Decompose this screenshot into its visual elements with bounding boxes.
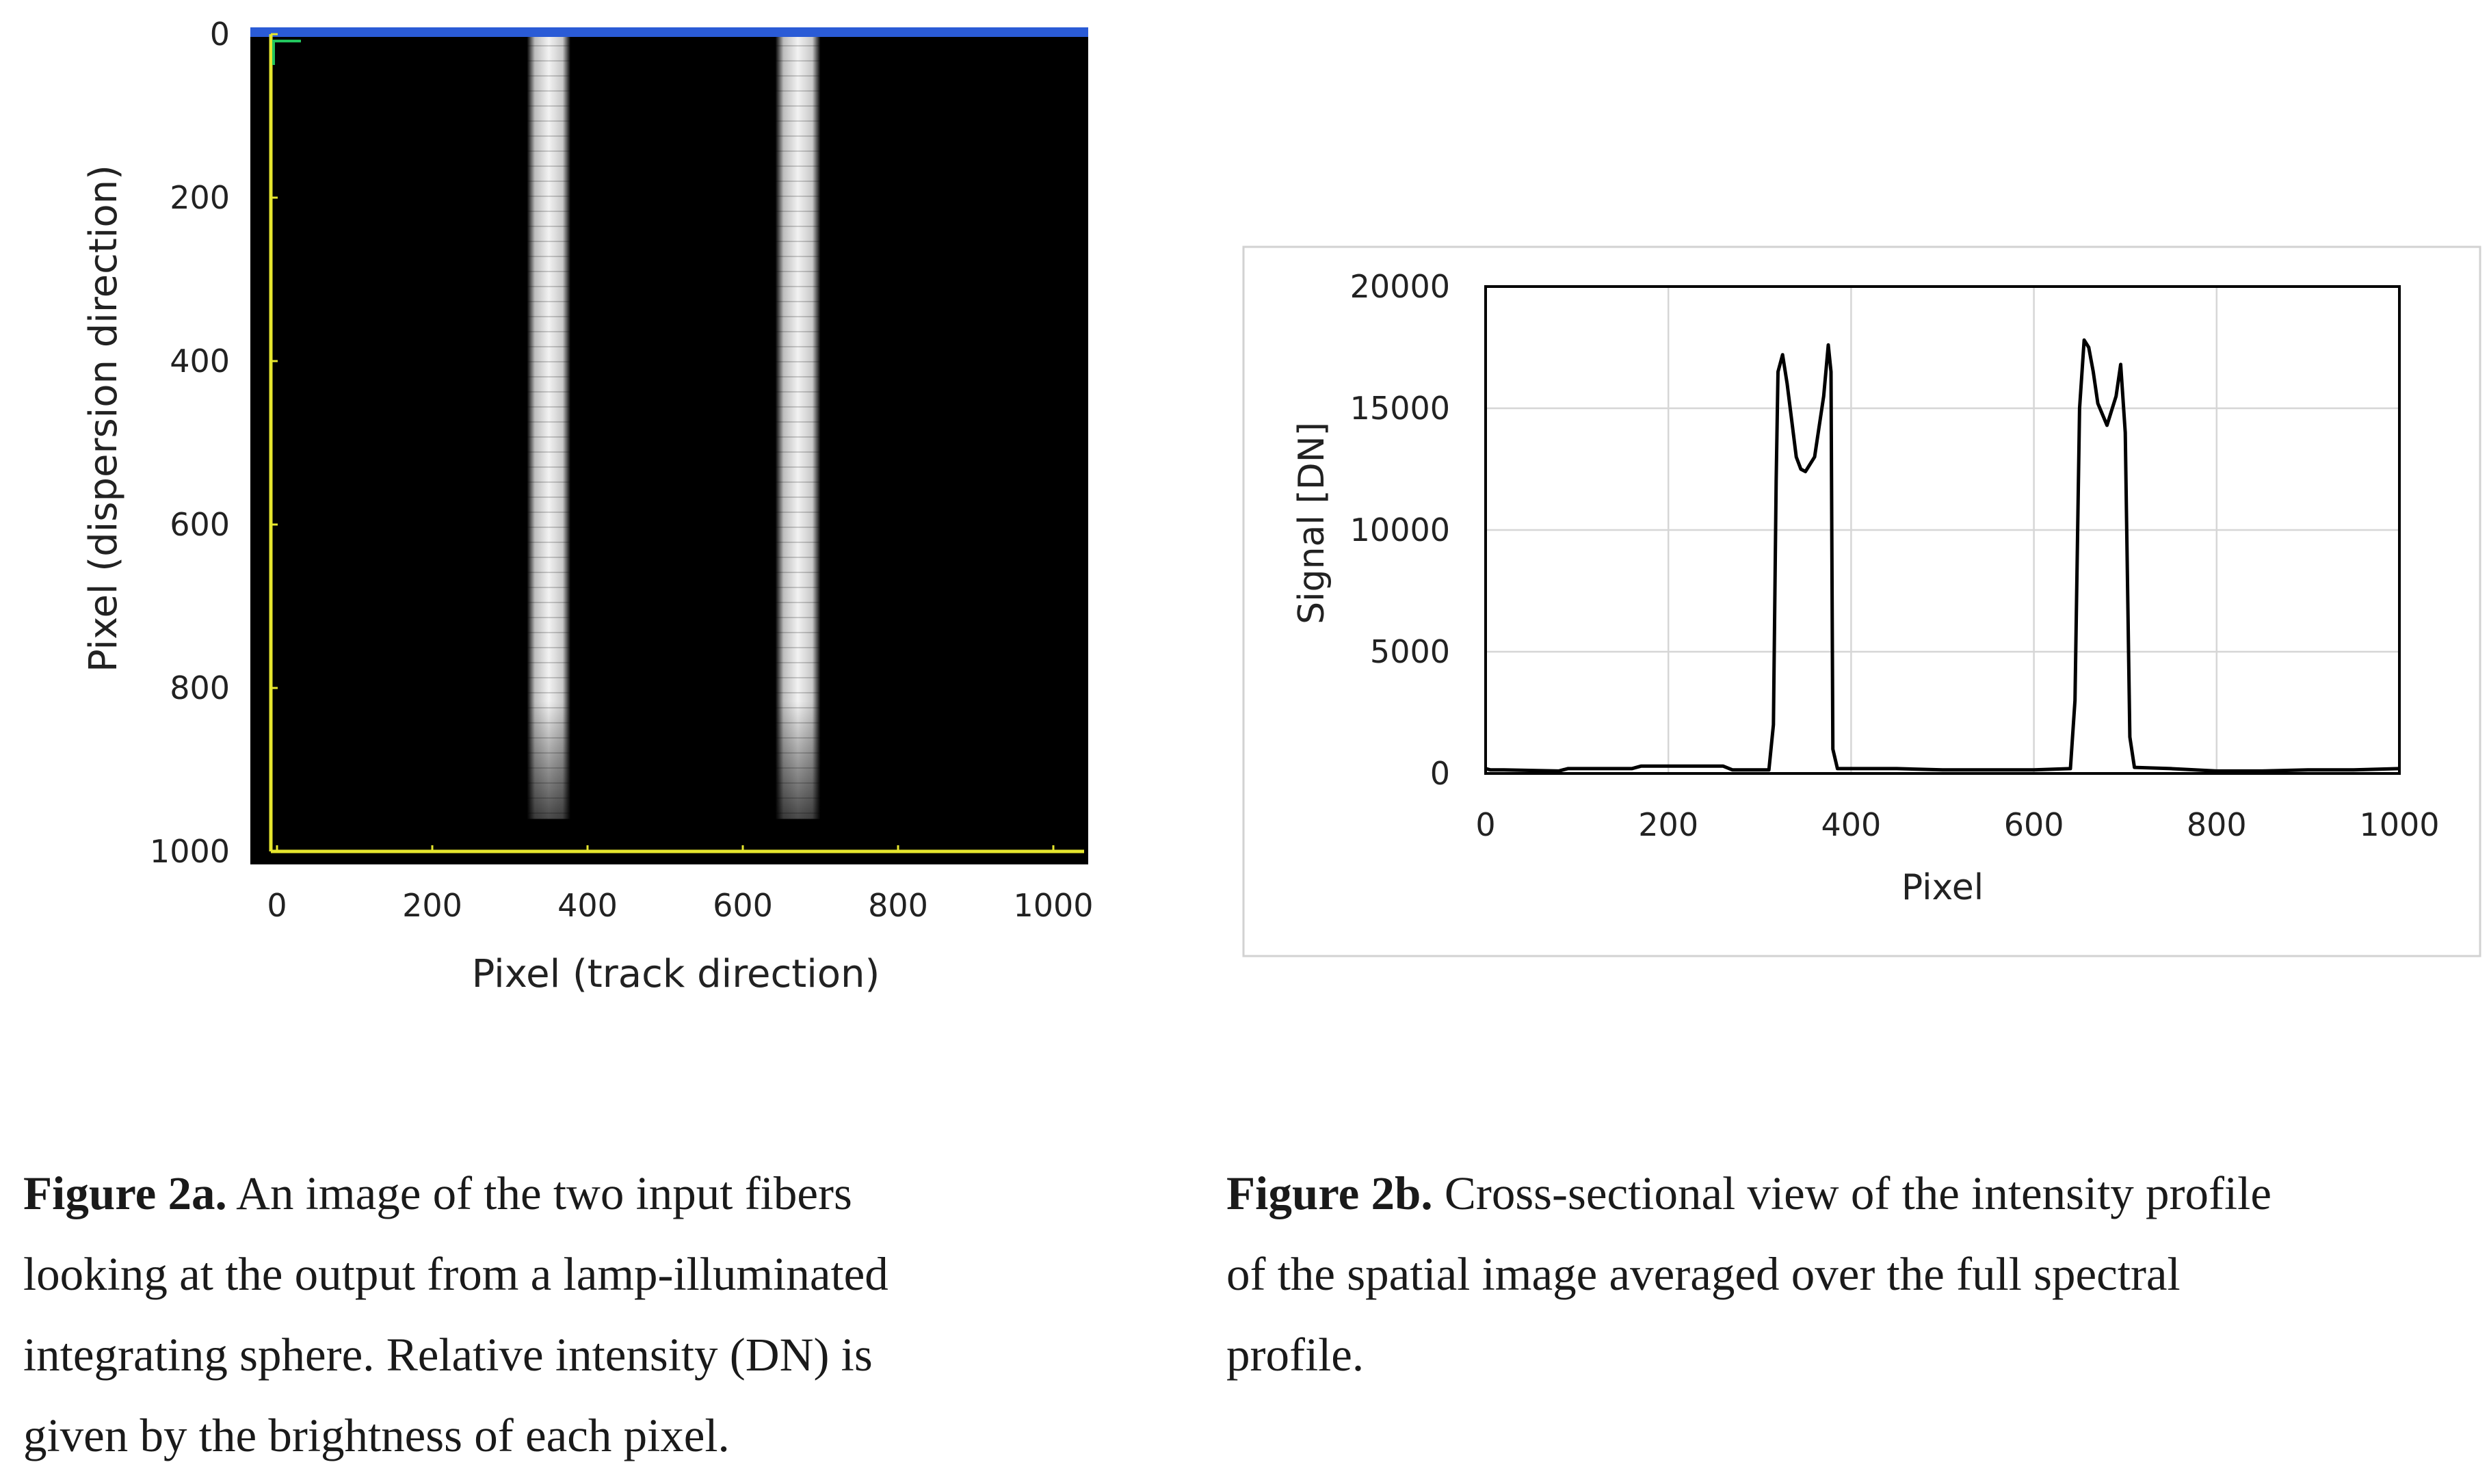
figure-2a: 0 200 400 600 800 1000 0 200 400 600 800 1000 Pixel…	[81, 16, 1094, 996]
line-x-tick-label: 400	[1821, 806, 1881, 843]
caption-a-line3: integrating sphere. Relative intensity (…	[23, 1329, 873, 1381]
line-x-tick-label: 800	[2187, 806, 2247, 843]
image-x-tick-label: 200	[402, 887, 462, 924]
line-x-tick-label: 200	[1638, 806, 1698, 843]
image-y-tick-label: 0	[210, 16, 230, 53]
image-y-tick-label: 200	[170, 179, 230, 216]
image-x-tick-label: 0	[267, 887, 287, 924]
image-y-tick-label: 600	[170, 506, 230, 543]
fiber-band-fade-2	[775, 34, 821, 819]
image-y-tick-label: 1000	[150, 833, 230, 870]
line-y-tick-label: 5000	[1370, 633, 1450, 670]
caption-figure-2a: Figure 2a. An image of the two input fib…	[23, 1153, 1145, 1476]
top-color-bar	[250, 27, 1088, 37]
caption-figure-2b: Figure 2b. Cross-sectional view of the i…	[1226, 1153, 2478, 1395]
line-x-tick-label: 1000	[2359, 806, 2439, 843]
image-x-axis-label: Pixel (track direction)	[472, 952, 880, 996]
line-chart-y-axis-label: Signal [DN]	[1291, 422, 1332, 624]
green-corner-marker	[272, 40, 301, 65]
image-plot-area	[250, 29, 1088, 864]
image-axis-ticks: 0 200 400 600 800 1000 0 200 400 600 800 1000	[150, 16, 1094, 924]
image-y-tick-label: 400	[170, 343, 230, 380]
caption-a-line2: looking at the output from a lamp-illumi…	[23, 1248, 888, 1300]
image-y-tick-label: 800	[170, 670, 230, 706]
image-x-tick-label: 800	[868, 887, 928, 924]
line-chart-frame	[1242, 246, 2481, 957]
image-x-tick-label: 600	[713, 887, 773, 924]
caption-a-line4: given by the brightness of each pixel.	[23, 1409, 730, 1461]
caption-b-label: Figure 2b.	[1226, 1167, 1433, 1219]
line-y-tick-label: 15000	[1350, 390, 1450, 427]
line-chart-plot-border	[1484, 285, 2401, 775]
image-x-tick-label: 1000	[1013, 887, 1093, 924]
caption-b-line1: Cross-sectional view of the intensity pr…	[1444, 1167, 2271, 1219]
fiber-bands	[527, 34, 821, 819]
line-x-tick-label: 0	[1475, 806, 1495, 843]
caption-a-label: Figure 2a.	[23, 1167, 227, 1219]
caption-b-line2: of the spatial image averaged over the f…	[1226, 1248, 2181, 1300]
line-x-tick-label: 600	[2004, 806, 2064, 843]
line-y-tick-label: 0	[1430, 755, 1450, 792]
image-x-tick-label: 400	[557, 887, 618, 924]
line-y-tick-label: 10000	[1350, 512, 1450, 548]
signal-series-line	[1485, 338, 2400, 773]
line-chart-x-axis-label: Pixel	[1901, 867, 1984, 908]
caption-a-line1: An image of the two input fibers	[236, 1167, 852, 1219]
line-y-tick-label: 20000	[1350, 268, 1450, 305]
fiber-band-fade-1	[527, 34, 571, 819]
image-y-axis-label: Pixel (dispersion direction)	[81, 165, 126, 672]
caption-b-line3: profile.	[1226, 1329, 1365, 1381]
